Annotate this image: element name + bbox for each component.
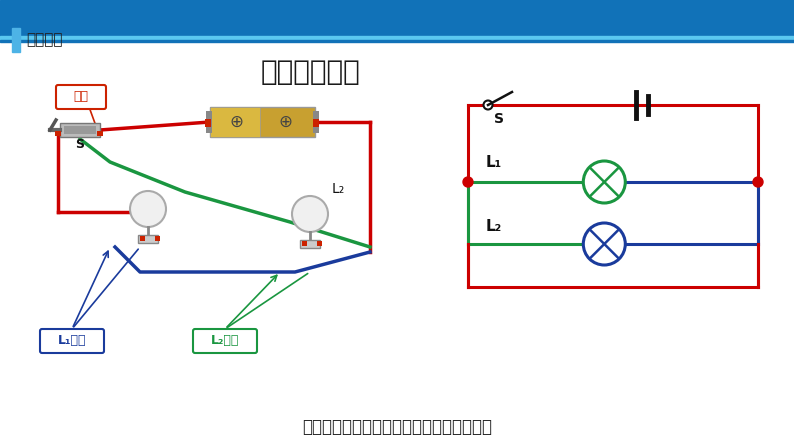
Circle shape xyxy=(584,161,626,203)
Text: L₂: L₂ xyxy=(486,219,503,234)
Text: 知识警解: 知识警解 xyxy=(26,33,63,47)
Bar xyxy=(140,236,145,241)
Text: 定义：各用电器并列地接到电路中的电路。: 定义：各用电器并列地接到电路中的电路。 xyxy=(302,418,492,436)
Text: ⊕: ⊕ xyxy=(229,113,243,131)
Bar xyxy=(55,131,61,136)
Circle shape xyxy=(292,196,328,232)
Text: L₁: L₁ xyxy=(486,155,503,170)
Bar xyxy=(60,123,100,137)
Text: 二、并联电路: 二、并联电路 xyxy=(260,58,360,86)
Circle shape xyxy=(130,191,166,227)
FancyBboxPatch shape xyxy=(40,329,104,353)
Bar xyxy=(313,111,319,133)
Bar xyxy=(206,111,212,133)
Bar xyxy=(313,119,319,127)
Circle shape xyxy=(753,177,763,187)
Bar xyxy=(138,235,158,243)
Bar xyxy=(0,40,794,42)
Circle shape xyxy=(584,223,626,265)
Text: L₁支路: L₁支路 xyxy=(58,334,87,347)
Bar xyxy=(64,126,96,134)
Bar xyxy=(205,119,211,127)
FancyBboxPatch shape xyxy=(193,329,257,353)
Bar xyxy=(300,240,320,248)
Bar xyxy=(302,241,307,246)
FancyBboxPatch shape xyxy=(56,85,106,109)
Bar xyxy=(0,36,794,39)
Bar xyxy=(317,241,322,246)
Circle shape xyxy=(484,101,492,110)
Bar xyxy=(97,131,103,136)
Text: S: S xyxy=(494,112,504,126)
Text: ⊕: ⊕ xyxy=(279,113,292,131)
Bar xyxy=(210,107,260,137)
Text: S: S xyxy=(75,139,84,152)
Text: L₂支路: L₂支路 xyxy=(211,334,239,347)
Text: 干路: 干路 xyxy=(74,90,88,104)
Bar xyxy=(12,28,20,52)
Text: L₂: L₂ xyxy=(332,182,345,196)
Bar xyxy=(155,236,160,241)
Circle shape xyxy=(463,177,473,187)
Bar xyxy=(210,107,315,137)
Bar xyxy=(0,0,794,36)
